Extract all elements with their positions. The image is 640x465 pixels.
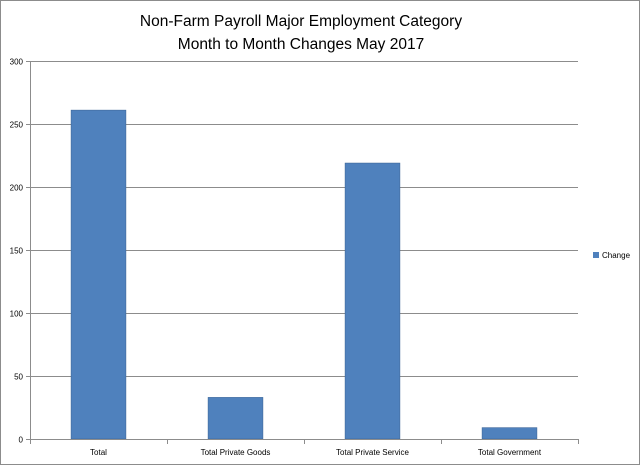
x-tick-label: Total: [90, 448, 107, 457]
legend-swatch: [593, 252, 599, 258]
x-tick-label: Total Private Service: [336, 448, 409, 457]
chart-title-line-2: Month to Month Changes May 2017: [177, 36, 425, 53]
y-tick-label: 150: [10, 247, 24, 256]
y-tick-label: 200: [10, 184, 24, 193]
bar-layer: [70, 109, 538, 440]
y-tick-label: 100: [10, 310, 24, 319]
chart-title: Non-Farm Payroll Major Employment Catego…: [1, 10, 601, 56]
y-tick-label: 50: [14, 373, 23, 382]
x-tick-label: Total Private Goods: [201, 448, 271, 457]
y-tick-label: 300: [10, 58, 24, 67]
bar-total-private-service: [344, 162, 401, 440]
legend-label: Change: [602, 251, 631, 260]
bar-total-government: [481, 427, 538, 440]
chart-title-line-1: Non-Farm Payroll Major Employment Catego…: [139, 13, 463, 30]
legend: Change: [593, 251, 631, 260]
bar-total-private-goods: [207, 397, 264, 440]
y-tick-label: 250: [10, 121, 24, 130]
y-tick-label: 0: [19, 436, 24, 445]
bar-total: [70, 109, 127, 440]
axis-layer: 0 50 100 150 200 250 300 Total Total Private Goo…: [10, 58, 579, 457]
x-tick-label: Total Government: [478, 448, 542, 457]
